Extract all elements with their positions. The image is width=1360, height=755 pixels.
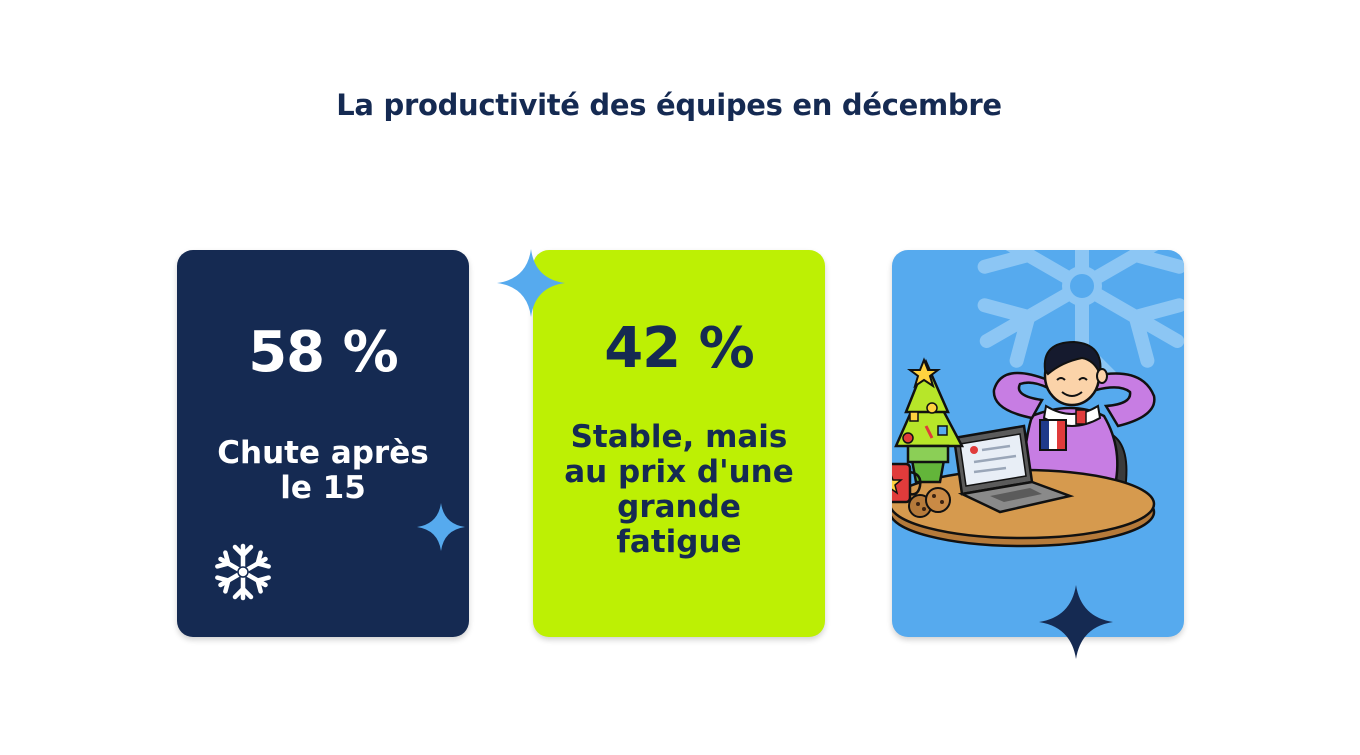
illustration-card (892, 250, 1184, 637)
stat-value: 42 % (604, 316, 755, 381)
snowflake-icon (211, 541, 275, 604)
page-title: La productivité des équipes en décembre (336, 88, 1002, 122)
stat-card-1: 58 % Chute après le 15 (177, 250, 469, 637)
sparkle-icon (417, 503, 465, 551)
stat-card-2: 42 % Stable, mais au prix d'une grande f… (533, 250, 825, 637)
sparkle-icon (497, 249, 565, 317)
sparkle-icon (1039, 585, 1113, 659)
relaxing-worker-illustration (892, 250, 1184, 548)
stat-value: 58 % (248, 320, 399, 385)
stat-description: Stable, mais au prix d'une grande fatigu… (564, 419, 794, 560)
stat-description: Chute après le 15 (217, 435, 429, 506)
